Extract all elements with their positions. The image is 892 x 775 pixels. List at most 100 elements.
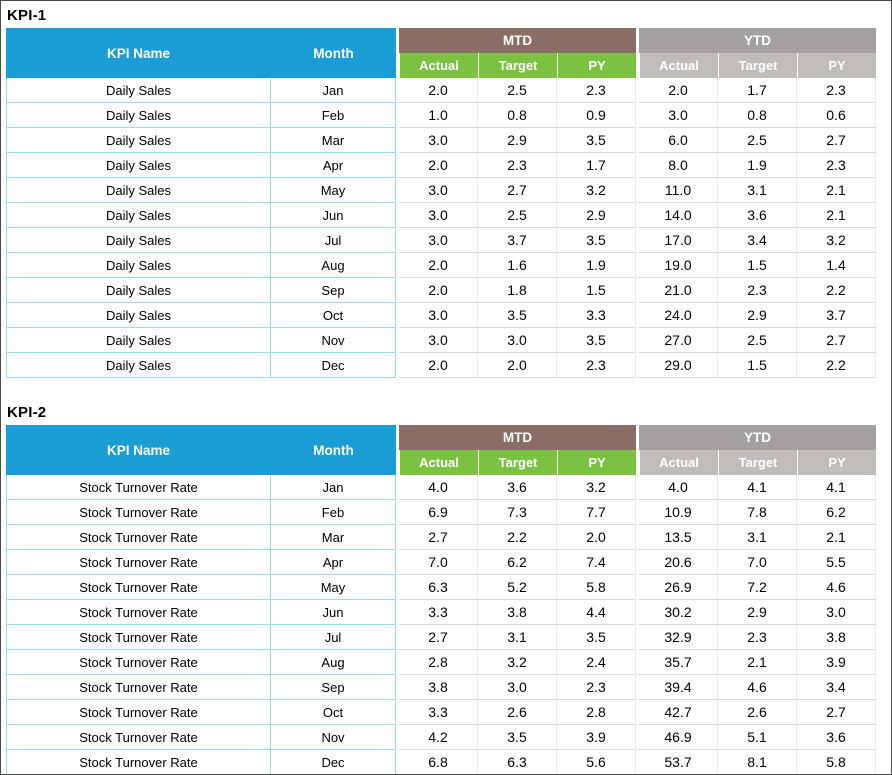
ytd-target-cell: 1.9 [718, 153, 797, 178]
ytd-actual-cell: 46.9 [639, 725, 718, 750]
column-spacer [396, 675, 399, 700]
ytd-py-cell: 4.1 [797, 475, 876, 500]
month-cell: Jan [271, 78, 396, 103]
ytd-actual-cell: 26.9 [639, 575, 718, 600]
header-mtd-py: PY [557, 450, 636, 475]
column-spacer [636, 675, 639, 700]
mtd-actual-cell: 3.3 [399, 600, 478, 625]
ytd-target-cell: 7.0 [718, 550, 797, 575]
ytd-actual-cell: 42.7 [639, 700, 718, 725]
column-spacer [396, 550, 399, 575]
column-spacer [636, 550, 639, 575]
mtd-target-cell: 3.8 [478, 600, 557, 625]
month-cell: Jul [271, 625, 396, 650]
column-spacer [636, 278, 639, 303]
column-spacer [636, 525, 639, 550]
mtd-actual-cell: 3.8 [399, 675, 478, 700]
mtd-py-cell: 3.2 [557, 475, 636, 500]
mtd-target-cell: 2.5 [478, 78, 557, 103]
ytd-actual-cell: 24.0 [639, 303, 718, 328]
header-ytd: YTD [639, 28, 876, 53]
ytd-py-cell: 2.2 [797, 278, 876, 303]
ytd-py-cell: 3.8 [797, 625, 876, 650]
month-cell: Sep [271, 675, 396, 700]
kpi-table-2: KPI Name Month MTD YTD Actual Target PY … [6, 425, 876, 774]
table-row: Stock Turnover Rate May 6.3 5.2 5.8 26.9 7.2 4.… [6, 575, 876, 600]
column-spacer [396, 328, 399, 353]
table-row: Daily Sales Aug 2.0 1.6 1.9 19.0 1.5 1.4 [6, 253, 876, 278]
month-cell: May [271, 575, 396, 600]
mtd-py-cell: 7.7 [557, 500, 636, 525]
ytd-py-cell: 1.4 [797, 253, 876, 278]
table-row: Daily Sales Jun 3.0 2.5 2.9 14.0 3.6 2.1 [6, 203, 876, 228]
kpi-name-cell: Daily Sales [6, 253, 271, 278]
mtd-target-cell: 2.3 [478, 153, 557, 178]
ytd-py-cell: 3.4 [797, 675, 876, 700]
table-row: Stock Turnover Rate Sep 3.8 3.0 2.3 39.4 4.6 3.… [6, 675, 876, 700]
ytd-py-cell: 2.2 [797, 353, 876, 378]
mtd-target-cell: 1.8 [478, 278, 557, 303]
column-spacer [396, 103, 399, 128]
table-row: Stock Turnover Rate Nov 4.2 3.5 3.9 46.9 5.1 3.… [6, 725, 876, 750]
mtd-py-cell: 3.3 [557, 303, 636, 328]
table-row: Stock Turnover Rate Mar 2.7 2.2 2.0 13.5 3.1 2.… [6, 525, 876, 550]
mtd-actual-cell: 3.0 [399, 228, 478, 253]
header-mtd-actual: Actual [399, 450, 478, 475]
header-kpi-name: KPI Name [6, 28, 271, 78]
table-row: Daily Sales Mar 3.0 2.9 3.5 6.0 2.5 2.7 [6, 128, 876, 153]
ytd-actual-cell: 35.7 [639, 650, 718, 675]
table-row: Daily Sales Jul 3.0 3.7 3.5 17.0 3.4 3.2 [6, 228, 876, 253]
mtd-actual-cell: 4.2 [399, 725, 478, 750]
kpi-name-cell: Daily Sales [6, 103, 271, 128]
table-row: Stock Turnover Rate Jun 3.3 3.8 4.4 30.2 2.9 3.… [6, 600, 876, 625]
kpi-name-cell: Stock Turnover Rate [6, 700, 271, 725]
table-row: Daily Sales Apr 2.0 2.3 1.7 8.0 1.9 2.3 [6, 153, 876, 178]
mtd-actual-cell: 3.0 [399, 203, 478, 228]
ytd-target-cell: 2.6 [718, 700, 797, 725]
column-spacer [636, 700, 639, 725]
ytd-target-cell: 3.4 [718, 228, 797, 253]
month-cell: Jul [271, 228, 396, 253]
column-spacer [636, 78, 639, 103]
column-spacer [636, 178, 639, 203]
ytd-target-cell: 3.1 [718, 178, 797, 203]
column-spacer [396, 253, 399, 278]
mtd-py-cell: 1.5 [557, 278, 636, 303]
month-cell: Apr [271, 550, 396, 575]
mtd-actual-cell: 6.9 [399, 500, 478, 525]
month-cell: Aug [271, 253, 396, 278]
mtd-actual-cell: 2.8 [399, 650, 478, 675]
mtd-py-cell: 5.6 [557, 750, 636, 774]
mtd-actual-cell: 6.8 [399, 750, 478, 774]
month-cell: Oct [271, 700, 396, 725]
column-spacer [636, 353, 639, 378]
mtd-target-cell: 3.5 [478, 303, 557, 328]
ytd-actual-cell: 10.9 [639, 500, 718, 525]
ytd-target-cell: 4.1 [718, 475, 797, 500]
month-cell: Jun [271, 600, 396, 625]
ytd-actual-cell: 3.0 [639, 103, 718, 128]
month-cell: Jun [271, 203, 396, 228]
column-spacer [636, 750, 639, 774]
mtd-target-cell: 0.8 [478, 103, 557, 128]
ytd-actual-cell: 53.7 [639, 750, 718, 774]
mtd-actual-cell: 3.0 [399, 303, 478, 328]
ytd-target-cell: 1.5 [718, 253, 797, 278]
column-spacer [636, 228, 639, 253]
ytd-py-cell: 2.1 [797, 178, 876, 203]
month-cell: Apr [271, 153, 396, 178]
table-row: Stock Turnover Rate Dec 6.8 6.3 5.6 53.7 8.1 5.… [6, 750, 876, 774]
mtd-py-cell: 2.8 [557, 700, 636, 725]
ytd-actual-cell: 6.0 [639, 128, 718, 153]
ytd-actual-cell: 20.6 [639, 550, 718, 575]
header-spacer [636, 28, 639, 78]
month-cell: May [271, 178, 396, 203]
table-row: Daily Sales Jan 2.0 2.5 2.3 2.0 1.7 2.3 [6, 78, 876, 103]
ytd-actual-cell: 17.0 [639, 228, 718, 253]
column-spacer [396, 475, 399, 500]
kpi-name-cell: Stock Turnover Rate [6, 575, 271, 600]
column-spacer [396, 203, 399, 228]
mtd-py-cell: 3.5 [557, 228, 636, 253]
month-cell: Jan [271, 475, 396, 500]
